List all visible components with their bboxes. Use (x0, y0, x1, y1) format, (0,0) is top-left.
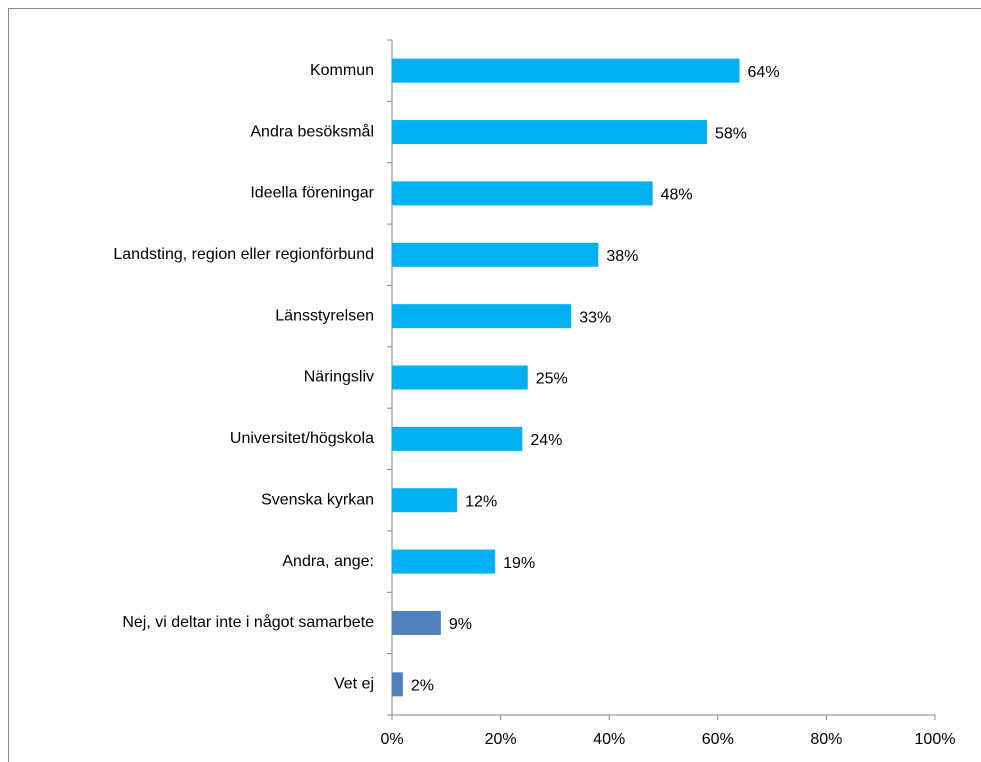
x-tick-label: 80% (810, 731, 842, 748)
y-tick-label: Svenska kyrkan (261, 491, 374, 508)
y-tick-label: Landsting, region eller regionförbund (113, 246, 374, 263)
value-label: 48% (661, 187, 693, 204)
y-tick-label: Vet ej (334, 676, 374, 693)
y-tick-label: Andra, ange: (282, 553, 374, 570)
value-label: 33% (579, 309, 611, 326)
value-label: 19% (503, 555, 535, 572)
bar (392, 242, 599, 267)
chart-frame (8, 8, 981, 762)
x-tick-label: 60% (702, 731, 734, 748)
value-label: 24% (530, 432, 562, 449)
x-tick-label: 20% (485, 731, 517, 748)
bar (392, 610, 441, 635)
bar (392, 181, 653, 206)
bar (392, 304, 572, 329)
y-tick-label: Ideella föreningar (250, 185, 374, 202)
x-tick-label: 40% (593, 731, 625, 748)
bar (392, 672, 403, 697)
y-tick-label: Nej, vi deltar inte i något samarbete (122, 613, 374, 631)
bar (392, 426, 523, 451)
value-label: 2% (411, 678, 434, 695)
bar (392, 488, 458, 513)
y-tick-label: Kommun (310, 62, 374, 79)
bar (392, 58, 740, 83)
value-label: 38% (606, 248, 638, 265)
x-tick-label: 100% (915, 731, 956, 748)
value-label: 58% (715, 125, 747, 142)
value-label: 64% (748, 64, 780, 81)
y-tick-label: Universitet/högskola (230, 430, 374, 447)
bar (392, 120, 707, 145)
value-label: 9% (449, 616, 472, 633)
bar (392, 549, 496, 574)
y-tick-label: Länsstyrelsen (275, 307, 374, 324)
y-tick-label: Näringsliv (304, 369, 374, 386)
value-label: 12% (465, 493, 497, 510)
value-label: 25% (536, 371, 568, 388)
x-tick-label: 0% (380, 731, 403, 748)
y-tick-label: Andra besöksmål (250, 122, 374, 140)
bar (392, 365, 528, 390)
